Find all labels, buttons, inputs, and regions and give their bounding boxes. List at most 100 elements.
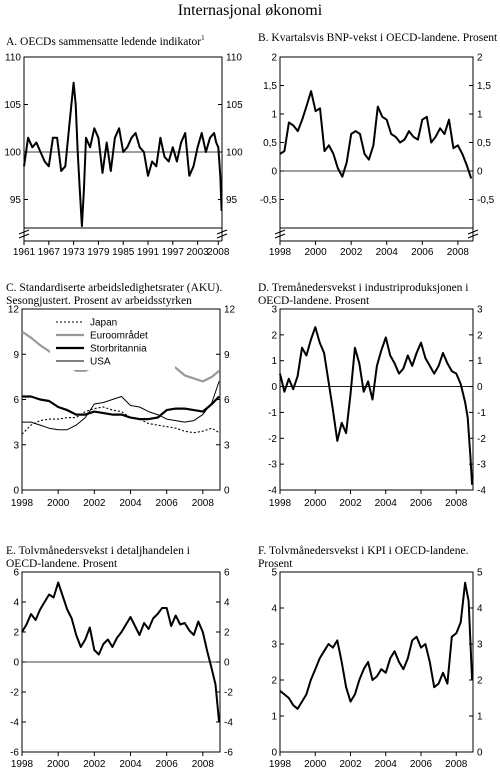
panel-f-ytick-label-right: 3: [477, 640, 483, 651]
panel-b-xtick-label: 2006: [411, 247, 434, 258]
panel-e-ytick-label-right: -6: [224, 748, 233, 759]
panel-a-xtick-label: 2003: [186, 247, 209, 258]
panel-a-xtick-label: 1991: [137, 247, 160, 258]
panel-c-ytick-label-right: 12: [224, 305, 236, 316]
panel-d-ytick-label-left: -4: [268, 486, 277, 497]
panel-a-xtick-label: 1997: [162, 247, 185, 258]
panel-d-ytick-label-right: -1: [477, 408, 486, 419]
panel-a-series-1-line: [23, 81, 223, 228]
panel-b-ytick-label-left: 2: [271, 53, 277, 64]
panel-b-ytick-label-left: -0,5: [260, 195, 278, 206]
panel-b-ytick-label-right: -0,5: [477, 195, 495, 206]
panel-e-ytick-label-left: -2: [10, 688, 19, 699]
panel-d-ytick-label-right: 0: [477, 382, 483, 393]
panel-f-ytick-label-right: 4: [477, 604, 483, 615]
panel-c-xtick-label: 2002: [83, 498, 106, 509]
panel-a-ytick-label-left: 95: [10, 195, 22, 206]
panel-d-xtick-label: 2000: [304, 498, 327, 509]
panel-a-break-mark: [216, 229, 228, 235]
panel-b-series-1-line: [279, 90, 473, 179]
panel-e-plot: -6 -6 -4 -4 -2 -2 0 0 2 2 4 4 6 6 1998 2000 2002 2004 2006…: [10, 568, 233, 770]
panel-d-ytick-label-right: -3: [477, 460, 486, 471]
panel-a-title-text: A. OECDs sammensatte ledende indikator: [6, 35, 202, 48]
panel-d-series-1-line: [279, 326, 474, 485]
panel-a-ytick-label-right: 100: [226, 148, 243, 159]
panel-e-ytick-label-right: 6: [224, 568, 230, 579]
panel-f-xtick-label: 2008: [445, 759, 468, 770]
panel-e-ytick-label-left: 6: [13, 568, 19, 579]
panel-a-ytick-label-right: 105: [226, 100, 243, 111]
panel-e-series-1-line: [21, 581, 221, 723]
legend-label: USA: [90, 357, 111, 368]
panel-c-ytick-label-right: 6: [224, 395, 230, 406]
panel-d-ytick-label-left: 2: [271, 330, 277, 341]
panel-e-ytick-label-left: -4: [10, 718, 19, 729]
panel-f-xtick-label: 2004: [375, 759, 398, 770]
panel-c-ytick-label-left: 3: [13, 440, 19, 451]
panel-f-frame: [279, 571, 474, 753]
panel-c-usa-line: [22, 381, 220, 431]
panel-a-xtick-label: 2008: [207, 247, 230, 258]
panel-d-ytick-label-left: -2: [268, 434, 277, 445]
panel-d-xtick-label: 1998: [269, 498, 292, 509]
panel-e-xtick-label: 2006: [156, 759, 179, 770]
panel-a-title: A. OECDs sammensatte ledende indikator1: [6, 32, 246, 49]
panel-b-xtick-label: 2004: [376, 247, 399, 258]
panel-c-ytick-label-left: 12: [8, 305, 20, 316]
panel-e-ytick-label-right: -4: [224, 718, 233, 729]
panel-b-ytick-label-left: 0,5: [263, 138, 277, 149]
panel-a-break-mark: [18, 233, 30, 239]
panel-c-ytick-label-left: 9: [13, 350, 19, 361]
panel-a-xtick-label: 1961: [13, 247, 36, 258]
panel-e-xtick-label: 2002: [83, 759, 106, 770]
panel-a-break-mark: [216, 233, 228, 239]
panel-f-ytick-label-right: 5: [477, 568, 483, 579]
panel-c-xtick-label: 1998: [11, 498, 34, 509]
panel-b-title: B. Kvartalsvis BNP-vekst i OECD-landene.…: [258, 32, 498, 44]
panel-b-xtick-label: 1998: [269, 247, 292, 258]
panel-f-xtick-label: 2002: [339, 759, 362, 770]
panel-b-break-mark: [467, 233, 479, 239]
panel-d-ytick-label-left: 3: [271, 305, 277, 316]
panel-d-ytick-label-right: 3: [477, 305, 483, 316]
panel-b-xtick-label: 2002: [340, 247, 363, 258]
panel-c-plot: 0 0 3 3 6 6 9 9 12 12 1998 2000 2002 2004 2006 2008 Japa…: [8, 305, 236, 510]
legend-label: Euroområdet: [90, 330, 148, 342]
panel-e-ytick-label-left: 4: [13, 598, 19, 609]
panel-b-ytick-label-right: 1,5: [477, 81, 491, 92]
panel-d-ytick-label-right: 1: [477, 356, 483, 367]
panel-c-japan-line: [21, 406, 220, 435]
panel-a-xtick-label: 1985: [112, 247, 135, 258]
panel-a-footnote-mark: 1: [201, 34, 205, 42]
panel-e-ytick-label-left: -6: [10, 748, 19, 759]
panel-d-xtick-label: 2004: [375, 498, 398, 509]
panel-a-break-mark: [18, 229, 30, 235]
panel-e-xtick-label: 1998: [11, 759, 34, 770]
panel-b-ytick-label-right: 0: [477, 167, 483, 178]
panel-f-ytick-label-right: 0: [477, 748, 483, 759]
panel-f-xtick-label: 2006: [410, 759, 433, 770]
panel-f-ytick-label-left: 3: [271, 640, 277, 651]
panel-d-ytick-label-right: -2: [477, 434, 486, 445]
panel-d-xtick-label: 2002: [339, 498, 362, 509]
panel-e-ytick-label-right: 4: [224, 598, 230, 609]
panel-a-ytick-label-left: 110: [5, 53, 21, 64]
panel-a-xtick-label: 1967: [38, 247, 61, 258]
panel-e-ytick-label-left: 2: [13, 628, 19, 639]
panel-e-xtick-label: 2004: [119, 759, 142, 770]
panel-c-ytick-label-right: 0: [224, 486, 230, 497]
panel-b-ytick-label-right: 1: [477, 110, 483, 121]
panel-e-ytick-label-right: 2: [224, 628, 230, 639]
panel-c-title: C. Standardiserte arbeidsledighetsrater …: [6, 282, 223, 307]
panel-c-ytick-label-left: 6: [13, 395, 19, 406]
panel-b-ytick-label-right: 2: [477, 53, 483, 64]
panel-a-ytick-label-right: 95: [226, 195, 238, 206]
panel-b-break-mark: [467, 229, 479, 235]
panel-b-ytick-label-right: 0,5: [477, 138, 491, 149]
panel-f-xtick-label: 2000: [304, 759, 327, 770]
panel-b-plot: -0,5 -0,5 0 0 0,5 0,5 1 1 1,5 1,5 2 2 1998 2000 2002 20…: [260, 53, 495, 259]
panel-c-storbritannia-line: [22, 395, 220, 421]
